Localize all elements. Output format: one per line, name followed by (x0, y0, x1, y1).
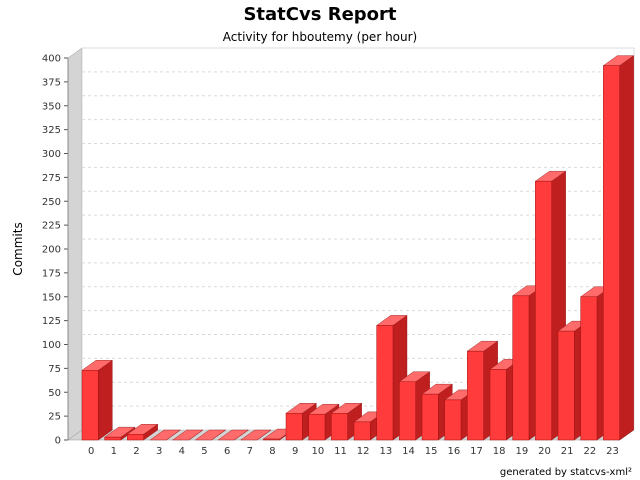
bar (263, 438, 280, 441)
bar-top (217, 429, 249, 441)
x-tick-label: 15 (425, 446, 438, 457)
y-tick-label: 75 (48, 364, 61, 375)
x-tick-label: 20 (538, 446, 551, 457)
generated-by-footer: generated by statcvs-xml² (499, 467, 632, 478)
x-tick-label: 16 (447, 446, 460, 457)
x-tick-label: 21 (561, 446, 574, 457)
x-tick-label: 9 (292, 446, 298, 457)
bar-side (98, 359, 113, 441)
x-tick-label: 6 (224, 446, 230, 457)
bar (331, 413, 348, 441)
y-tick-label: 300 (42, 149, 61, 160)
bar (557, 330, 575, 441)
y-tick-label: 150 (42, 292, 61, 303)
bar (421, 393, 439, 441)
y-tick-label: 25 (48, 412, 61, 423)
y-tick-label: 325 (42, 125, 61, 136)
bar (104, 436, 122, 441)
x-tick-label: 2 (133, 446, 139, 457)
bar (603, 65, 620, 441)
y-axis-label: Commits (11, 222, 25, 275)
x-tick-label: 10 (311, 446, 324, 457)
x-tick-label: 22 (583, 446, 596, 457)
x-tick-label: 3 (156, 446, 162, 457)
bar-top (172, 429, 204, 441)
x-tick-label: 13 (379, 446, 392, 457)
y-tick-label: 50 (48, 388, 61, 399)
x-tick-label: 17 (470, 446, 483, 457)
x-tick-label: 4 (179, 446, 185, 457)
y-tick-label: 375 (42, 77, 61, 88)
chart-subtitle: Activity for hboutemy (per hour) (222, 30, 418, 44)
y-tick-label: 275 (42, 173, 61, 184)
x-tick-label: 23 (606, 446, 619, 457)
x-tick-label: 11 (334, 446, 347, 457)
bar (444, 399, 462, 441)
bar (285, 413, 303, 441)
x-tick-label: 12 (357, 446, 370, 457)
bar (353, 421, 371, 441)
y-tick-label: 225 (42, 221, 61, 232)
y-tick-label: 100 (42, 340, 61, 351)
bar (535, 180, 552, 441)
y-tick-label: 350 (42, 101, 61, 112)
y-tick-label: 200 (42, 245, 61, 256)
x-tick-label: 18 (493, 446, 506, 457)
chart-title: StatCvs Report (243, 4, 397, 25)
bar (127, 434, 144, 441)
y-tick-label: 0 (55, 436, 61, 447)
bar (512, 295, 530, 441)
x-tick-label: 1 (111, 446, 117, 457)
bar (467, 350, 484, 441)
left-wall (67, 47, 83, 441)
x-tick-label: 8 (269, 446, 275, 457)
x-tick-label: 14 (402, 446, 415, 457)
bar-top (194, 429, 227, 441)
bar (376, 325, 394, 441)
x-tick-label: 7 (247, 446, 253, 457)
bar (580, 296, 598, 441)
bar-top (240, 429, 272, 441)
y-tick-label: 250 (42, 197, 61, 208)
x-tick-label: 0 (88, 446, 94, 457)
bar (308, 413, 326, 441)
bar (489, 369, 507, 441)
x-tick-label: 19 (515, 446, 528, 457)
y-tick-label: 175 (42, 268, 61, 279)
y-tick-label: 400 (42, 54, 61, 65)
y-tick-label: 125 (42, 316, 61, 327)
bar (399, 381, 416, 441)
bar-side (619, 55, 634, 441)
x-tick-label: 5 (201, 446, 207, 457)
bar (81, 370, 99, 441)
bar-top (149, 429, 181, 441)
